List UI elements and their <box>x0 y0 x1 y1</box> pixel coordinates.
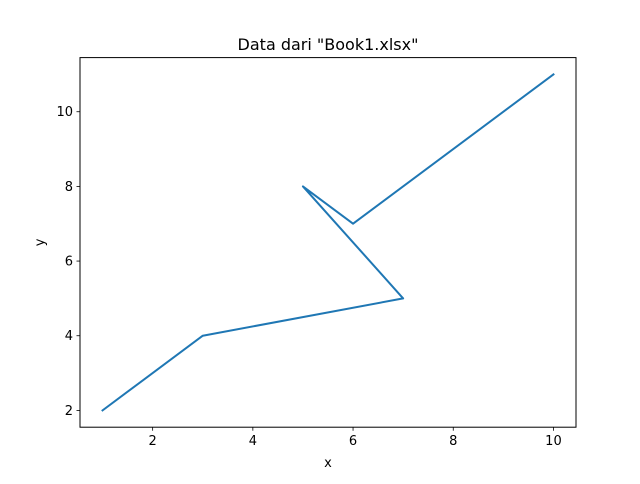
y-tick-label: 2 <box>65 404 73 419</box>
y-tick-label: 6 <box>65 255 73 270</box>
y-axis-label: y <box>33 238 48 246</box>
tick-group: 2 4 6 8 10 2 4 6 8 10 <box>56 105 561 449</box>
data-point <box>552 73 555 76</box>
x-axis-label: x <box>324 456 332 471</box>
x-tick-label: 8 <box>449 434 457 449</box>
plot-frame <box>79 57 577 428</box>
y-tick-label: 8 <box>65 180 73 195</box>
chart-title: Data dari "Book1.xlsx" <box>238 35 419 54</box>
data-point <box>101 409 104 412</box>
series-group <box>101 73 555 412</box>
x-tick-label: 4 <box>249 434 257 449</box>
data-point <box>302 185 304 188</box>
x-tick-label: 2 <box>149 434 157 449</box>
y-tick-label: 10 <box>56 105 73 120</box>
data-point <box>201 334 204 337</box>
y-tick-label: 4 <box>65 329 73 344</box>
series-line <box>101 73 555 412</box>
x-tick-label: 6 <box>349 434 357 449</box>
x-tick-label: 10 <box>545 434 562 449</box>
data-point <box>352 222 354 225</box>
data-point <box>402 297 404 300</box>
